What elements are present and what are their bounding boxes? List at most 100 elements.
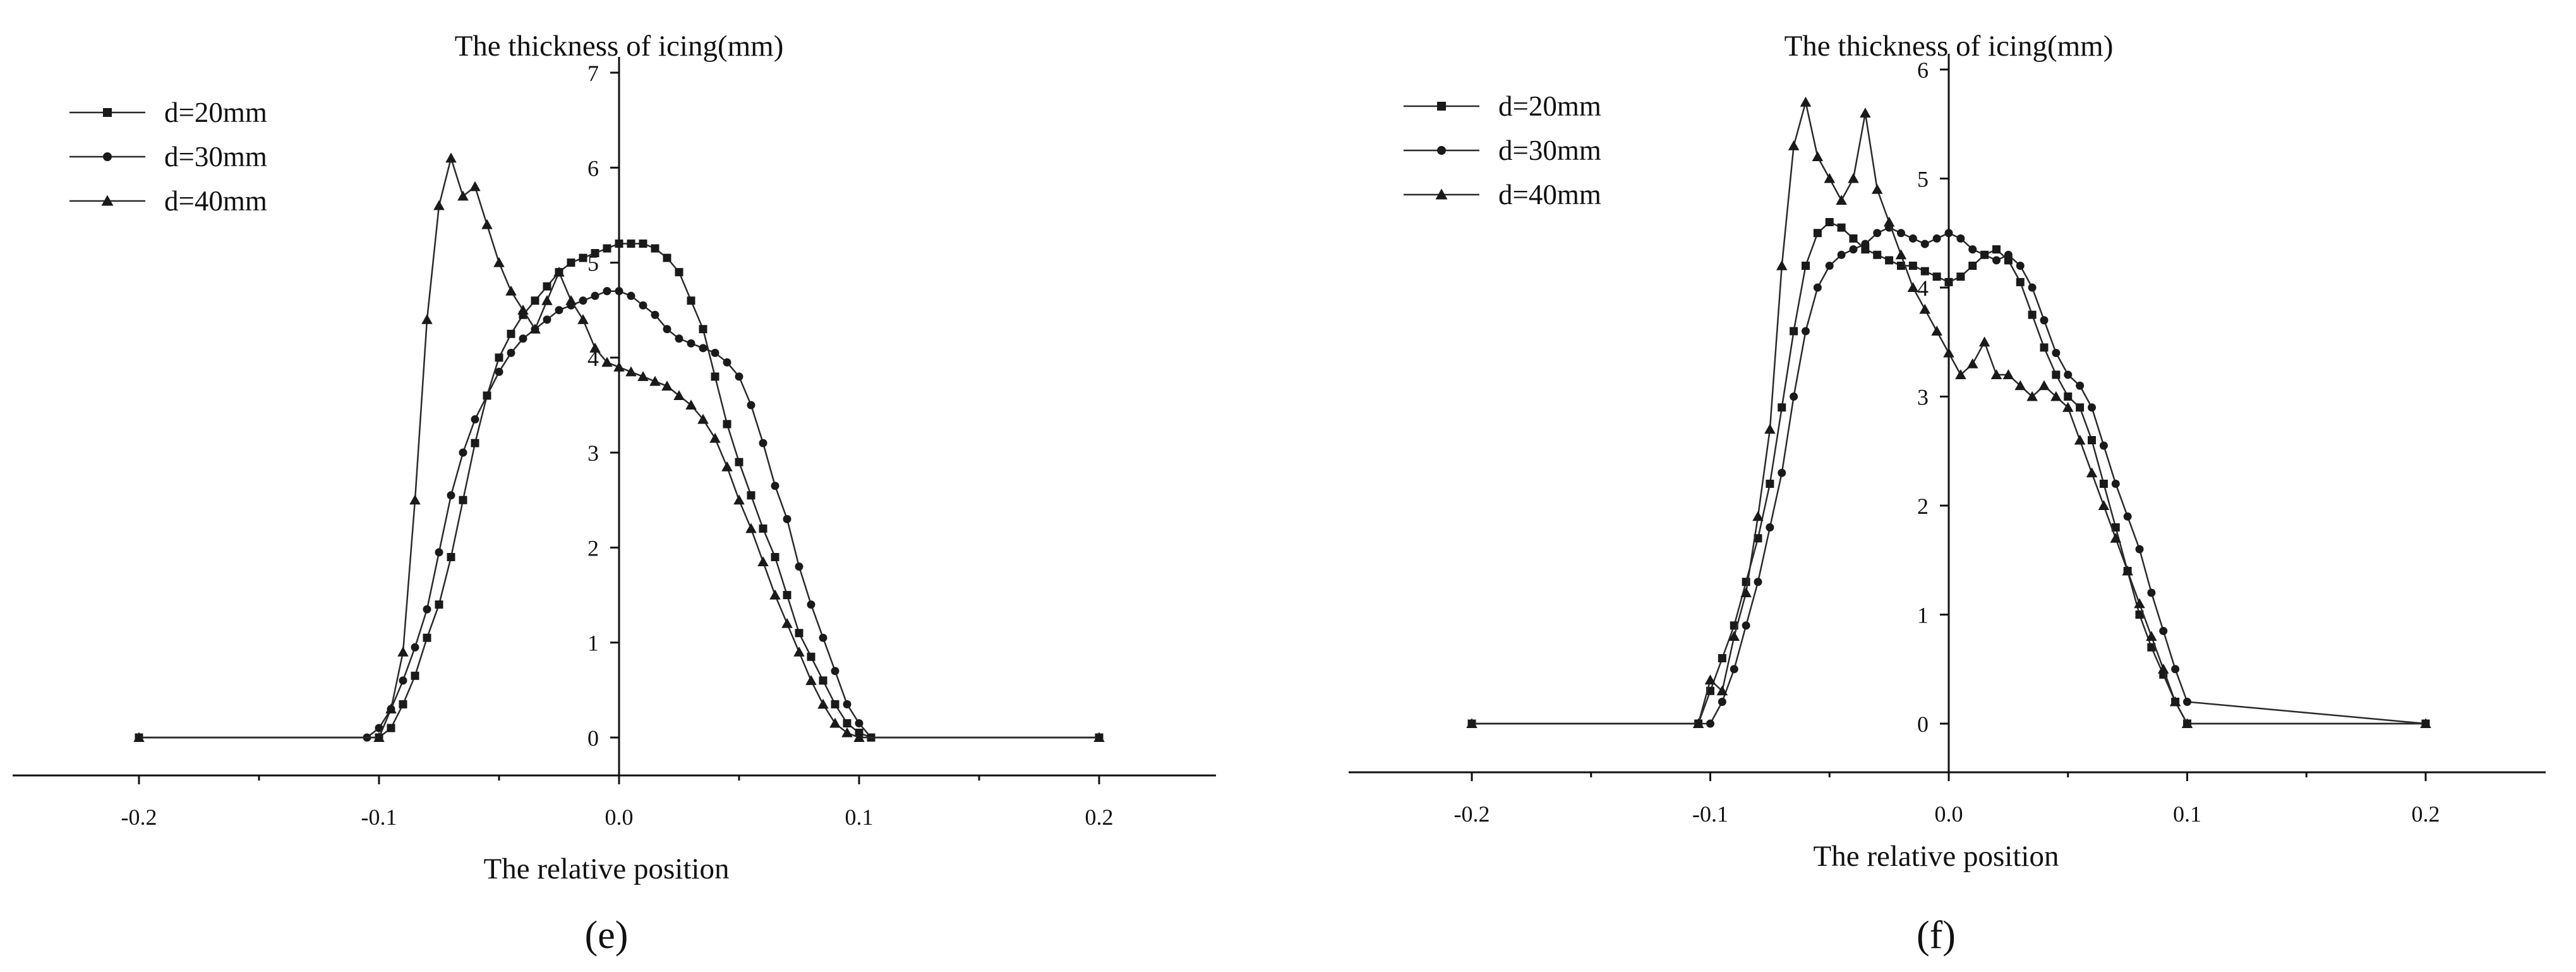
data-point — [1716, 685, 1728, 696]
legend-label: d=40mm — [164, 185, 267, 217]
data-point — [507, 348, 515, 357]
data-point — [663, 325, 671, 334]
x-tick-label: 0.1 — [845, 805, 874, 830]
data-point — [1837, 223, 1846, 232]
y-tick-label: 3 — [587, 440, 599, 466]
data-point — [747, 491, 755, 500]
data-point — [507, 329, 515, 338]
data-point — [2074, 434, 2086, 445]
data-point — [783, 591, 791, 600]
data-point — [675, 268, 683, 277]
data-point — [565, 295, 577, 305]
data-point — [2088, 403, 2096, 412]
data-point — [1788, 140, 1800, 150]
y-tick-label: 0 — [587, 726, 599, 751]
legend-item: d=40mm — [69, 185, 267, 217]
data-point — [1897, 229, 1905, 238]
data-point — [759, 439, 767, 447]
data-point — [1885, 256, 1894, 265]
data-point — [723, 420, 731, 428]
data-point — [795, 562, 803, 571]
data-point — [735, 458, 743, 466]
legend: d=20mm d=30mm d=40mm — [69, 97, 267, 217]
data-point — [1718, 654, 1726, 662]
axes: -0.2 -0.1 0.0 0.1 0.2 0 1 2 3 4 5 6 — [1349, 54, 2546, 827]
panel-label: (f) — [1917, 914, 1956, 957]
data-point — [793, 646, 805, 657]
data-point — [2134, 598, 2145, 609]
data-point — [627, 291, 635, 300]
data-point — [1944, 229, 1953, 238]
data-point — [2028, 283, 2037, 292]
data-point — [1754, 534, 1762, 543]
data-point — [601, 356, 613, 367]
data-point — [591, 291, 599, 300]
data-point — [481, 219, 493, 229]
data-point — [2159, 626, 2168, 635]
data-point — [2050, 391, 2062, 401]
chart-title: The thickness of icing(mm) — [455, 30, 784, 63]
data-point — [2099, 480, 2108, 488]
data-point — [2146, 631, 2157, 641]
data-point — [445, 152, 457, 163]
data-point — [723, 358, 731, 367]
data-point — [2028, 310, 2037, 319]
y-tick-label: 2 — [1917, 494, 1929, 519]
data-point — [2147, 643, 2156, 652]
legend-marker — [103, 108, 112, 117]
data-point — [817, 698, 829, 709]
data-point — [589, 343, 601, 353]
data-point — [2181, 718, 2193, 729]
data-point — [411, 643, 419, 652]
data-point — [435, 600, 443, 609]
data-point — [423, 633, 431, 642]
data-point — [1920, 240, 1929, 248]
data-point — [1754, 578, 1762, 586]
series-triangle — [133, 152, 1105, 743]
data-point — [771, 552, 779, 561]
data-point — [471, 415, 479, 424]
data-point — [1718, 698, 1726, 706]
data-point — [759, 524, 767, 533]
y-tick-label: 6 — [1917, 58, 1929, 83]
data-point — [1968, 245, 1977, 254]
series-line — [1472, 102, 2426, 725]
data-point — [1861, 240, 1870, 248]
data-point — [2086, 467, 2098, 478]
data-point — [529, 323, 541, 334]
data-point — [1825, 262, 1834, 270]
series-triangle — [1466, 96, 2431, 729]
data-point — [807, 600, 816, 609]
x-tick-label: 0.0 — [605, 805, 634, 830]
x-axis-label: The relative position — [484, 853, 730, 885]
y-tick-label: 0 — [1917, 712, 1929, 737]
data-point — [711, 372, 719, 381]
data-point — [1990, 369, 2002, 380]
data-point — [639, 301, 647, 310]
legend-label: d=20mm — [1498, 90, 1601, 122]
data-point — [1932, 234, 1941, 243]
chart-panel-f: -0.2 -0.1 0.0 0.1 0.2 0 1 2 3 4 5 6 d=20mm d=30mm d=4… — [1349, 30, 2546, 957]
data-point — [1752, 511, 1764, 521]
data-point — [1778, 468, 1786, 477]
data-point — [2016, 262, 2025, 270]
data-point — [519, 334, 527, 343]
data-point — [2183, 698, 2191, 706]
data-point — [1908, 234, 1917, 243]
data-point — [1943, 347, 1954, 358]
data-point — [1848, 173, 1859, 183]
data-point — [1931, 325, 1942, 336]
data-point — [2122, 565, 2133, 576]
data-point — [543, 315, 551, 324]
data-point — [553, 266, 565, 277]
data-point — [819, 676, 828, 685]
data-point — [1966, 358, 1978, 368]
data-point — [1466, 718, 1478, 729]
y-tick-label: 6 — [587, 155, 599, 181]
data-point — [673, 390, 685, 400]
data-point — [1992, 256, 2001, 265]
data-point — [831, 700, 840, 708]
data-point — [805, 675, 817, 685]
